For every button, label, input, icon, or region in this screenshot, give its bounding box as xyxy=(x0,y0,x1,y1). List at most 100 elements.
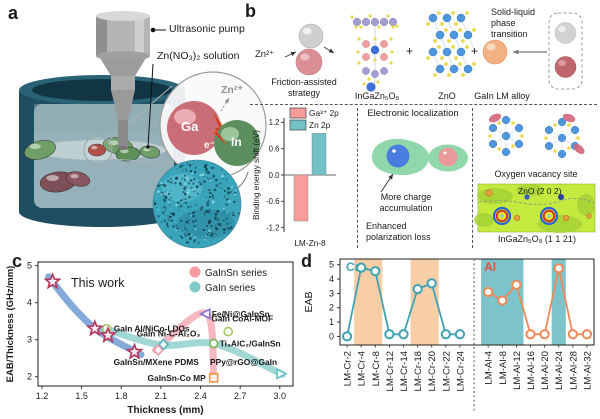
this-work-star xyxy=(98,325,118,343)
scatter-xtick-label: 1.8 xyxy=(115,391,128,401)
strategy-label: Friction-assisted strategy xyxy=(271,77,337,98)
Cr-data-point xyxy=(454,329,466,340)
line-xcategory-label: LM-Cr-24 xyxy=(455,350,466,391)
line-xcategory-label: LM-Al-12 xyxy=(512,351,523,390)
Al-data-point xyxy=(539,329,550,340)
line-xcategory-label: LM-Cr-8 xyxy=(371,351,382,386)
scatter-ytick-label: 3 xyxy=(27,335,32,345)
line-xcategory-label: LM-Al-16 xyxy=(526,351,537,390)
Cr-data-point xyxy=(426,278,437,289)
zno-crystal-structure xyxy=(426,11,476,77)
Cr-data-point xyxy=(412,284,423,295)
igzo-crystal-structure xyxy=(350,14,399,92)
scatter-xtick-label: 1.2 xyxy=(36,391,49,401)
zn-ion-label-b: Zn²⁺ xyxy=(255,49,275,60)
xps-bars xyxy=(293,133,327,222)
xps-ylabel: Binding energy shift (eV) xyxy=(252,130,261,220)
scatter-point-triangle-right xyxy=(276,367,288,380)
scatter-xtick-label: 2.1 xyxy=(155,391,168,401)
scatter-point-triangle-left xyxy=(199,308,211,320)
Al-data-point xyxy=(567,329,578,340)
charge-density-map xyxy=(474,183,596,233)
igzo-label: InGaZn₅O₈ xyxy=(354,91,400,101)
plus-sign-2: + xyxy=(471,44,479,58)
xps-legend-label: Zn 2p xyxy=(309,120,331,130)
xps-ytick-label: 1.2 xyxy=(269,118,280,127)
Cr-data-point xyxy=(384,329,395,340)
line-ytick-label: 4 xyxy=(329,274,334,284)
trend-line-gain xyxy=(100,325,286,379)
this-work-star xyxy=(43,272,62,290)
scatter-point-diamond xyxy=(157,338,170,351)
panel-b-vertical-divider-1 xyxy=(357,108,358,248)
scatter-point-diamond xyxy=(152,343,164,357)
scatter-legend-swatch xyxy=(189,281,201,293)
line-xcategory-label: LM-Al-32 xyxy=(582,351,593,390)
this-work-star xyxy=(85,319,104,337)
Al-data-point xyxy=(553,263,564,274)
Cr-data-point xyxy=(356,262,367,273)
porous-sphere-texture xyxy=(153,162,240,245)
scatter-legend-swatch xyxy=(189,266,201,278)
scatter-point-label: GaInSn/MXene PDMS xyxy=(114,357,200,367)
line-xcategory-label: LM-Al-24 xyxy=(554,350,565,390)
panel-d-letter: d xyxy=(301,251,312,271)
zn-ion-label-a: Zn²⁺ xyxy=(221,84,243,96)
xps-legend-swatch xyxy=(289,107,307,119)
zn-2p-bar xyxy=(311,133,327,176)
line-xcategory-label: LM-Cr-12 xyxy=(385,351,396,392)
line-xcategory-label: LM-Cr-14 xyxy=(399,350,410,391)
synthesis-scheme-illustration xyxy=(284,11,596,233)
line-xcategory-label: LM-Cr-2 xyxy=(343,351,354,386)
Cr-data-point xyxy=(398,329,409,340)
scatter-point-label: GaIn CoAl-MOF xyxy=(211,314,273,324)
igzo-plane-label: InGaZn₅O₈ (1 1 21) xyxy=(498,234,576,244)
electron-label: e⁻ xyxy=(204,140,215,151)
scatter-point-circle xyxy=(208,338,219,349)
line-xcategory-label: LM-Cr-20 xyxy=(427,351,438,392)
line-ytick-label: 3 xyxy=(329,288,334,298)
scatter-point-circle xyxy=(223,326,234,337)
Cr-data-point xyxy=(370,266,381,277)
xps-ytick-label: 0.6 xyxy=(269,144,280,153)
scatter-legend-label: GaInSn series xyxy=(205,268,267,279)
Al-data-point xyxy=(511,279,522,290)
panel-b-horizontal-divider xyxy=(250,104,597,105)
scatter-point-square xyxy=(208,373,219,383)
zno-label: ZnO xyxy=(438,91,456,101)
scatter-ytick-label: 5 xyxy=(27,261,32,271)
scatter-point-label: GaIn Al/NiCo-LDOs xyxy=(114,324,190,334)
indium-label: In xyxy=(231,135,242,149)
al-series-label: Al xyxy=(484,260,496,274)
scatter-legend-label: GaIn series xyxy=(205,283,255,294)
Al-data-point xyxy=(483,286,494,298)
xps-xcategory-label: LM-Zn-8 xyxy=(294,238,326,248)
scatter-xtick-label: 2.7 xyxy=(234,391,247,401)
eab-thickness-scatter-chart: 1.2 1.5 1.8 2.1 2.4 2.7 3.0 2 3 4 5 Thickness (mm) E… xyxy=(5,261,294,416)
polarization-loss-label: Enhanced polarization loss xyxy=(366,221,431,242)
highlight-band xyxy=(410,259,439,345)
pump-label: Ultrasonic pump xyxy=(169,23,245,35)
scatter-point-label: Ti₃AlC₂/GaInSn xyxy=(220,338,281,348)
panel-c-letter: c xyxy=(12,251,23,271)
xps-legend-label: Ga³⁺ 2p xyxy=(309,108,339,118)
cr-series-label: Cr xyxy=(346,260,360,274)
scatter-point-label: GaIn Ni-C-Al₂O₃ xyxy=(137,329,201,339)
scatter-xlabel: Thickness (mm) xyxy=(127,405,203,416)
oxygen-vacancy-structure xyxy=(488,113,585,159)
scatter-point-label: PPy@rGO@GaIn xyxy=(210,357,277,367)
charge-accumulation-label: More charge accumulation xyxy=(379,192,433,213)
panel-a-letter: a xyxy=(8,3,19,23)
scatter-xtick-label: 1.5 xyxy=(75,391,88,401)
line-ytick-label: 2 xyxy=(329,303,334,313)
this-work-annotation: This work xyxy=(71,276,125,290)
scatter-point-label: Fe/Ni@GaInSn xyxy=(212,309,270,319)
Al-data-point xyxy=(525,329,536,340)
line-ytick-label: 5 xyxy=(329,260,334,270)
line-xcategory-label: LM-Al-20 xyxy=(540,351,551,390)
alloy-label: GaIn LM alloy xyxy=(474,91,530,101)
phase-transition-label: Solid-liquid phase transition xyxy=(491,7,536,39)
line-xcategory-label: LM-Al-28 xyxy=(568,351,579,390)
